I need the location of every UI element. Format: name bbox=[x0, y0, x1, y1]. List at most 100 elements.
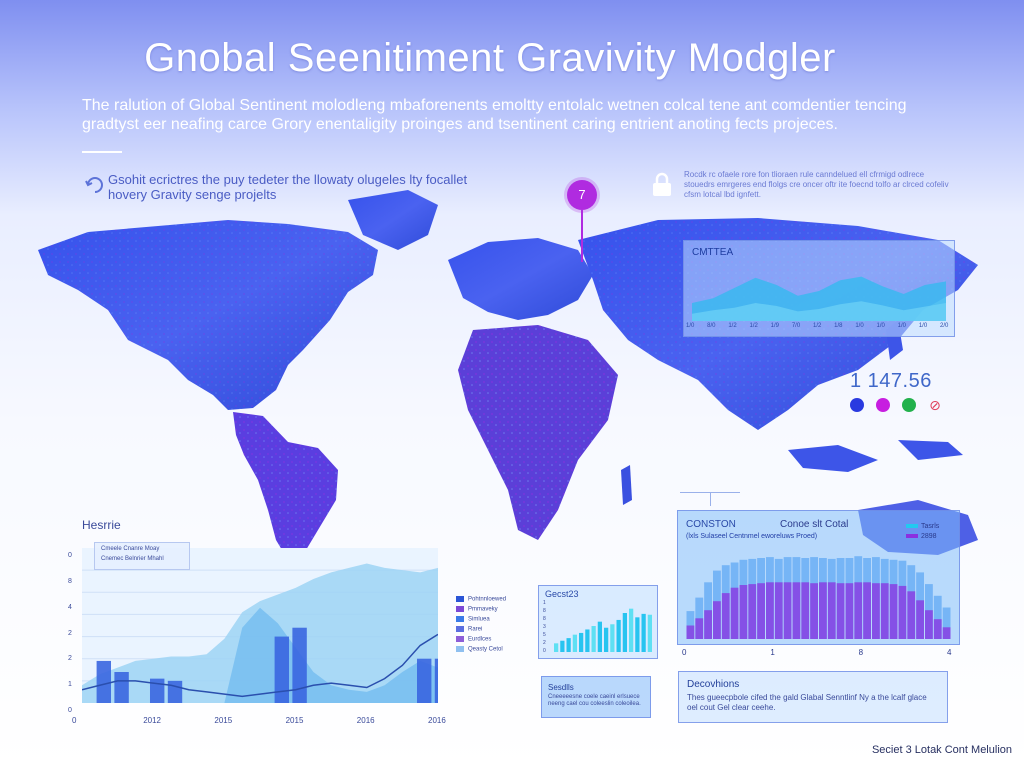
main-bar bbox=[434, 658, 438, 703]
legend-label: Pmmaveky bbox=[468, 606, 498, 613]
page-title: Gnobal Seenitiment Gravivity Modgler bbox=[144, 36, 836, 80]
main-xtick-label: 2015 bbox=[285, 716, 304, 725]
main-xtick-label: 2016 bbox=[356, 716, 375, 725]
area-tick-label: 1/2 bbox=[813, 323, 822, 329]
main-xtick-label: 2016 bbox=[428, 716, 446, 725]
info-card-small: Sesdlls Cneeeeesne coele caeinl erlsuece… bbox=[541, 676, 651, 718]
area-tick-label: 1/9 bbox=[770, 323, 779, 329]
big-bar-outer bbox=[942, 607, 951, 639]
side-legend-item: Qeasty Cetol bbox=[456, 646, 503, 655]
small-bar bbox=[597, 621, 602, 652]
legend-swatch bbox=[456, 636, 464, 642]
big-legend-item: Tasrls bbox=[906, 523, 939, 530]
legend-swatch bbox=[456, 606, 464, 612]
small-bar bbox=[604, 627, 609, 652]
side-legend-item: Eurdlces bbox=[456, 636, 491, 645]
big-bar-inner bbox=[898, 585, 907, 639]
map-pin[interactable]: 7 bbox=[567, 180, 597, 210]
side-legend-item: Rarei bbox=[456, 626, 482, 635]
big-bar-inner bbox=[925, 610, 933, 639]
legend-label: Rarei bbox=[468, 626, 483, 633]
big-bar-outer bbox=[933, 595, 942, 639]
area-tick-label: 1/0 bbox=[897, 323, 906, 329]
small-bar bbox=[572, 634, 577, 652]
big-bar-inner bbox=[686, 625, 695, 639]
small-bar-ytick: 0 bbox=[543, 648, 546, 654]
main-bar bbox=[114, 672, 129, 703]
small-bar-chart bbox=[554, 608, 652, 652]
continent-greenland bbox=[348, 190, 438, 250]
big-bar-inner bbox=[836, 583, 845, 639]
big-xtick-label: 8 bbox=[858, 648, 864, 657]
small-bar bbox=[629, 608, 634, 652]
small-bar bbox=[641, 613, 646, 652]
main-ytick-label: 8 bbox=[68, 577, 72, 585]
lock-note: Rocdk rc ofaele rore fon tlioraen rule c… bbox=[684, 170, 949, 199]
big-bar-inner bbox=[863, 582, 871, 639]
main-bar bbox=[416, 658, 432, 703]
small-bar bbox=[554, 643, 559, 652]
big-bar-inner bbox=[942, 627, 951, 639]
legend-swatch bbox=[456, 616, 464, 622]
continent-islands bbox=[788, 320, 963, 472]
main-bar bbox=[292, 627, 307, 703]
inset-legend-entry: Cnemec Belnrier Mhahl bbox=[101, 556, 164, 562]
small-bar bbox=[585, 629, 590, 652]
big-bar-inner bbox=[783, 582, 792, 639]
small-bar bbox=[566, 638, 571, 652]
small-bar-ytick: 8 bbox=[543, 616, 546, 622]
main-chart-frame: 0 8 4 2 2 1 0 0 2012 2015 2015 2016 2016 Cmeele Cna… bbox=[68, 542, 446, 730]
info-card-large-text: Thes gueecpbole cifed the gald Glabal Se… bbox=[687, 693, 927, 712]
big-xtick-label: 1 bbox=[770, 648, 775, 657]
area-tick-label: 7/0 bbox=[791, 323, 801, 329]
big-bar-inner bbox=[872, 583, 880, 639]
main-ytick-label: 2 bbox=[68, 629, 72, 637]
main-ytick-label: 4 bbox=[68, 603, 72, 611]
area-chart-title: CMTTEA bbox=[692, 247, 734, 258]
legend-swatch bbox=[906, 534, 918, 539]
legend-label: Pohtnnloewed bbox=[468, 596, 507, 603]
green-dot bbox=[902, 398, 916, 412]
small-bar-ytick: 2 bbox=[543, 640, 546, 646]
small-bar bbox=[591, 626, 596, 652]
area-tick-label: 1/2 bbox=[728, 323, 737, 329]
big-chart bbox=[686, 556, 951, 639]
side-legend: Pohtnnloewed Pmmaveky Simluea Rarei Eurdlces… bbox=[456, 596, 536, 656]
big-bar-inner bbox=[801, 582, 810, 639]
small-bar bbox=[647, 614, 652, 652]
side-legend-item: Simluea bbox=[456, 616, 490, 625]
area-tick-label: 1/0 bbox=[855, 323, 864, 329]
metric-value: 1 147.56 bbox=[850, 370, 932, 392]
title-rule bbox=[82, 151, 122, 153]
main-bar bbox=[167, 680, 183, 703]
info-card-small-title: Sesdlls bbox=[548, 683, 574, 692]
small-bar-card: Gecst23 1 8 8 3 5 2 0 bbox=[538, 585, 658, 659]
big-bar-inner bbox=[889, 584, 898, 639]
main-chart-yaxis: 0 8 4 2 2 1 0 bbox=[68, 548, 80, 714]
main-line-series bbox=[82, 633, 438, 698]
legend-swatch bbox=[456, 646, 464, 652]
lock-icon bbox=[650, 172, 674, 198]
main-chart bbox=[82, 548, 438, 703]
footer-caption: Seciet 3 Lotak Cont Melulion bbox=[871, 744, 1012, 756]
big-bar-inner bbox=[827, 582, 836, 639]
area-tick-label: 1/8 bbox=[834, 323, 843, 329]
legend-swatch bbox=[906, 524, 918, 529]
inset-legend-entry: Cmeele Cnanre Moay bbox=[101, 546, 160, 552]
big-bar-inner bbox=[880, 583, 889, 639]
area-chart-ticks: 1/0 8/0 1/2 1/2 1/9 7/0 1/2 1/8 1/0 1/0 1/0 1/0 2/0 bbox=[686, 323, 948, 333]
small-bar bbox=[560, 640, 565, 652]
area-tick-label: 1/0 bbox=[876, 323, 885, 329]
area-chart-card: CMTTEA 1/0 8/0 1/2 1/2 1/9 7/0 1/2 1/8 1/0 1/0 1/0… bbox=[683, 240, 955, 337]
big-bar-inner bbox=[695, 618, 704, 639]
big-bar-inner bbox=[916, 600, 924, 639]
area-tick-label: 1/0 bbox=[686, 323, 695, 329]
big-bar-inner bbox=[757, 583, 765, 639]
info-card-small-text: Cneeeeesne coele caeinl erlsuece neeng c… bbox=[548, 694, 641, 707]
big-chart-note: (lxls Sulaseel Centnmel eworeluws Proed) bbox=[686, 533, 818, 540]
big-bar-outer bbox=[686, 611, 695, 639]
big-bar-inner bbox=[704, 610, 712, 639]
main-ytick-label: 2 bbox=[68, 655, 72, 663]
big-bar-outer bbox=[695, 597, 704, 639]
magenta-dot bbox=[876, 398, 890, 412]
